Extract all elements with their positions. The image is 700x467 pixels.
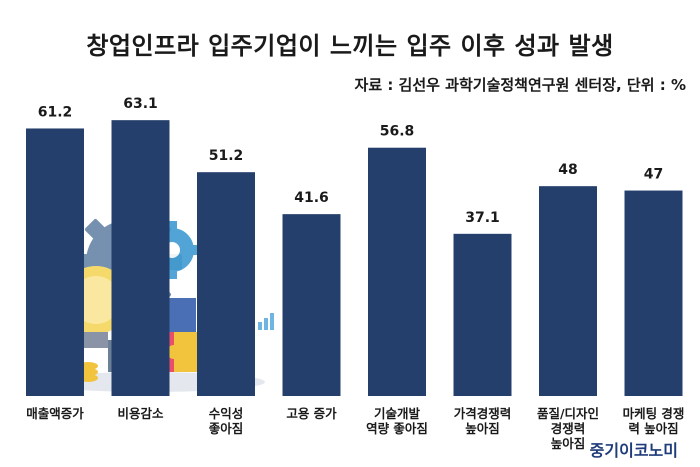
category-label-3: 고용 증가 xyxy=(286,406,337,421)
value-label-6: 48 xyxy=(558,162,577,178)
category-label-6: 경쟁력 xyxy=(551,421,586,436)
category-label-4: 기술개발 xyxy=(374,406,421,421)
bar-0 xyxy=(26,128,84,396)
category-label-4: 역량 좋아짐 xyxy=(366,421,428,436)
bar-5 xyxy=(453,233,512,396)
bar-2 xyxy=(197,172,255,396)
brand-logo-text: 중기이코노미 xyxy=(589,441,678,460)
category-label-6: 높아짐 xyxy=(551,436,586,451)
source-note: 자료 : 김선우 과학기술정책연구원 센터장, 단위 : % xyxy=(354,76,686,94)
chart-title: 창업인프라 입주기업이 느끼는 입주 이후 성과 발생 xyxy=(86,32,614,60)
bar-6 xyxy=(539,186,597,396)
growth-chart-icon xyxy=(258,313,274,330)
category-label-7: 마케팅 경쟁 xyxy=(623,406,685,421)
bar-4 xyxy=(368,147,426,396)
bar-3 xyxy=(282,214,341,396)
category-label-7: 력 높아짐 xyxy=(628,421,678,436)
value-label-0: 61.2 xyxy=(38,104,73,120)
category-label-0: 매출액증가 xyxy=(26,406,84,421)
category-label-2: 수익성 xyxy=(209,406,244,421)
bar-1 xyxy=(111,120,170,397)
category-label-5: 높아짐 xyxy=(465,421,500,436)
category-label-2: 좋아짐 xyxy=(209,421,244,436)
category-label-1: 비용감소 xyxy=(117,406,164,421)
value-label-2: 51.2 xyxy=(209,148,244,164)
value-label-7: 47 xyxy=(644,167,663,183)
value-label-1: 63.1 xyxy=(123,96,158,112)
value-label-3: 41.6 xyxy=(294,190,329,206)
value-label-4: 56.8 xyxy=(380,124,415,140)
category-label-5: 가격경쟁력 xyxy=(454,406,512,421)
category-label-6: 품질/디자인 xyxy=(537,406,599,421)
bar-7 xyxy=(624,190,683,396)
value-label-5: 37.1 xyxy=(465,210,500,226)
